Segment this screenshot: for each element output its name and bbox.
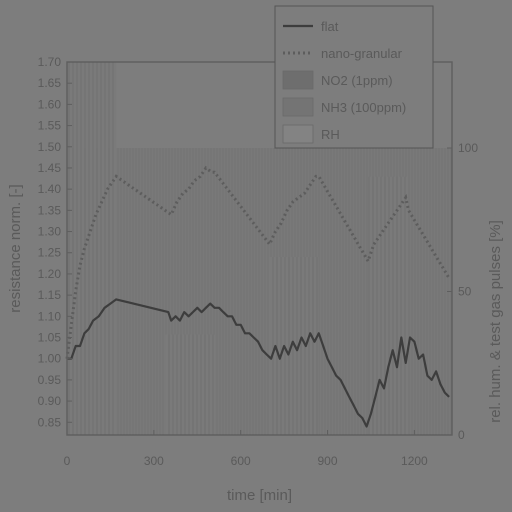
- y2-tick-label: 0: [458, 428, 465, 442]
- y-tick-label: 0.90: [38, 394, 62, 408]
- axes: 0 300 600 900 1200 0.85 0.90 0.95 1.00 1.05 1.10 1.…: [7, 55, 504, 504]
- y2-tick-label: 100: [458, 141, 478, 155]
- y-tick-label: 1.25: [38, 246, 62, 260]
- legend-item-rh-label: RH: [321, 127, 340, 142]
- y-tick-label: 1.30: [38, 225, 62, 239]
- legend-item-nh3-100ppm--swatch: [282, 97, 314, 117]
- gas-pulse-0: [67, 62, 117, 435]
- y-tick-label: 1.00: [38, 352, 62, 366]
- x-tick-label: 300: [144, 454, 164, 468]
- x-axis-title: time [min]: [227, 487, 292, 504]
- legend: flat nano-granular NO2 (1ppm) NH3 (100ppm) R…: [274, 5, 434, 149]
- gas-pulse-areas: [67, 62, 452, 435]
- y-tick-label: 1.10: [38, 309, 62, 323]
- y-tick-label: 1.55: [38, 119, 62, 133]
- x-tick-label: 1200: [401, 454, 428, 468]
- y-tick-label: 1.35: [38, 203, 62, 217]
- y2-axis-title: rel. hum. & test gas pulses [%]: [487, 220, 504, 423]
- y-tick-label: 1.05: [38, 331, 62, 345]
- series-nano-granular: [65, 165, 451, 359]
- y-tick-label: 1.15: [38, 288, 62, 302]
- y-tick-label: 1.45: [38, 161, 62, 175]
- legend-item-flat-label: flat: [321, 19, 339, 34]
- series-layer: [65, 165, 451, 428]
- legend-item-nh3-100ppm--label: NH3 (100ppm): [321, 100, 406, 115]
- legend-item-nano-granular-label: nano-granular: [321, 46, 403, 61]
- y-tick-label: 0.95: [38, 373, 62, 387]
- y2-tick-label: 50: [458, 285, 472, 299]
- y-tick-label: 1.20: [38, 267, 62, 281]
- y-tick-label: 1.70: [38, 55, 62, 69]
- y-tick-label: 1.65: [38, 76, 62, 90]
- y-tick-label: 1.50: [38, 140, 62, 154]
- x-tick-label: 0: [64, 454, 71, 468]
- gas-pulse-3: [368, 176, 409, 435]
- y-tick-label: 1.40: [38, 182, 62, 196]
- x-tick-label: 900: [318, 454, 338, 468]
- legend-item-rh-swatch: [282, 124, 314, 144]
- y-tick-label: 0.85: [38, 415, 62, 429]
- x-tick-label: 600: [231, 454, 251, 468]
- gas-pulse-1: [165, 334, 215, 435]
- series-flat: [67, 298, 450, 428]
- y-axis-title: resistance norm. [-]: [7, 184, 24, 312]
- y-tick-label: 1.60: [38, 97, 62, 111]
- legend-item-no2-1ppm--label: NO2 (1ppm): [321, 73, 393, 88]
- plot-frame: [66, 61, 453, 436]
- legend-item-no2-1ppm--swatch: [282, 70, 314, 90]
